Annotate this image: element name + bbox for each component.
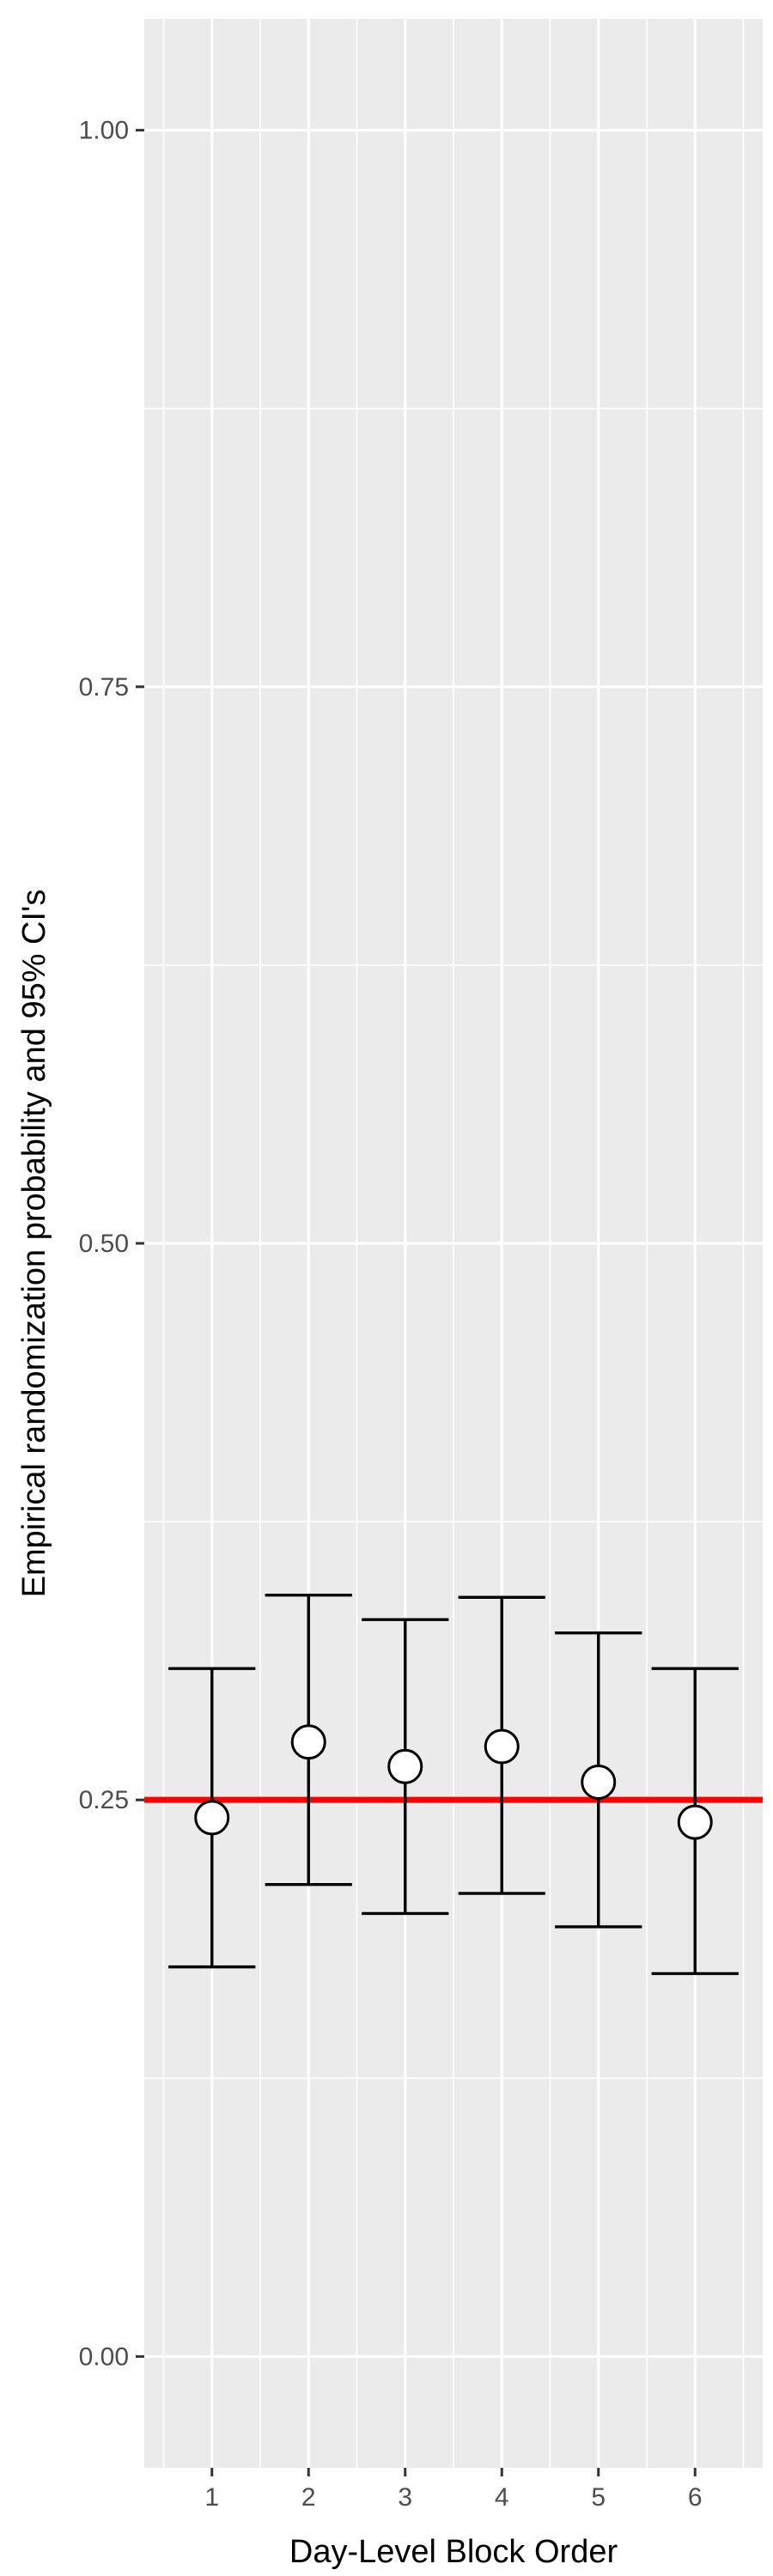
y-axis-title: Empirical randomization probability and …	[16, 890, 52, 1598]
data-point	[194, 1800, 230, 1836]
x-tick-label: 3	[398, 2483, 412, 2512]
x-tick-label: 4	[495, 2483, 509, 2512]
x-tick-label: 6	[688, 2483, 703, 2512]
data-point	[484, 1728, 520, 1765]
y-tick-label: 1.00	[79, 117, 129, 145]
data-point	[290, 1724, 326, 1760]
data-point	[677, 1804, 713, 1840]
grid-layer	[144, 19, 763, 2468]
x-tick-label: 2	[301, 2483, 316, 2512]
y-tick-label: 0.75	[79, 673, 129, 702]
point-layer	[194, 1724, 713, 1840]
data-point	[581, 1764, 617, 1800]
data-point	[387, 1748, 423, 1784]
axis-layer: 0.00 0.25 0.50 0.75 1.00 1 2 3 4 5 6	[79, 117, 703, 2512]
y-tick-label: 0.00	[79, 2342, 129, 2371]
x-tick-label: 1	[204, 2483, 219, 2512]
y-tick-label: 0.25	[79, 1786, 129, 1814]
x-tick-label: 5	[591, 2483, 606, 2512]
y-tick-label: 0.50	[79, 1230, 129, 1258]
x-axis-title: Day-Level Block Order	[289, 2534, 618, 2570]
